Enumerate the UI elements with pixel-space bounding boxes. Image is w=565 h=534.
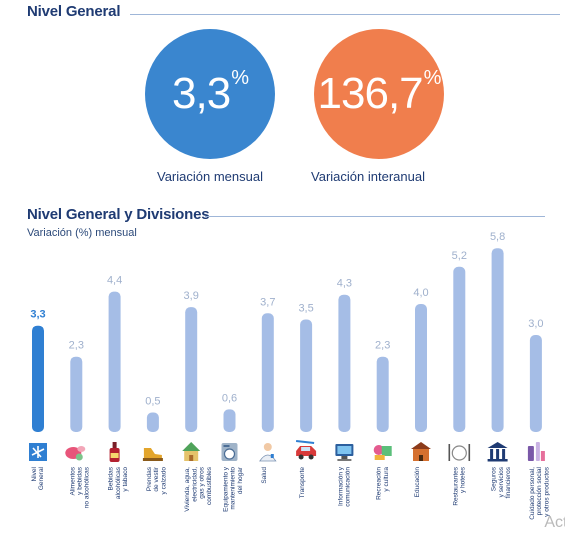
school-icon [411,442,431,461]
cosmetics-icon [527,442,545,461]
section-title-nivel-general: Nivel General [27,3,121,20]
value-label-9: 2,3 [375,340,390,352]
shoe-icon [142,448,163,461]
section-divider [205,216,545,217]
category-label-9: Recreacióny cultura [376,467,390,500]
bar-12 [491,248,504,432]
category-label-10: Educación [414,467,421,498]
value-label-0: 3,3 [30,309,45,321]
chart-subtitle: Variación (%) mensual [27,227,137,239]
bank-icon [487,442,508,462]
annual-variation-circle: 136,7% [314,29,444,159]
watermark-text: Acti [544,514,565,531]
section-divider [130,14,560,15]
category-label-11: Restaurantesy hoteles [452,466,466,505]
category-label-2: Bebidasalcohólicasy tabaco [108,466,129,499]
bar-4 [185,307,198,432]
section-title-divisiones: Nivel General y Divisiones [27,206,210,223]
food-icon [65,446,86,461]
house-icon [182,442,201,461]
bar-0 [32,325,44,432]
value-label-8: 4,3 [337,278,352,290]
category-label-0: NivelGeneral [31,466,45,490]
value-label-5: 0,6 [222,392,237,404]
bar-1 [70,356,83,432]
bar-5 [223,409,236,432]
category-label-1: Alimentosy bebidasno alcohólicas [69,466,90,508]
washing-machine-icon [221,443,238,461]
category-label-8: Información ycomunicación [337,466,351,506]
value-label-7: 3,5 [298,303,313,315]
category-label-6: Salud [261,467,268,484]
value-label-13: 3,0 [528,318,543,330]
category-label-3: Prendasde vestiry calzado [146,466,167,494]
annual-variation-caption: Variación interanual [311,169,425,184]
mosquito-icon [29,443,47,461]
category-label-4: Vivienda, agua,electricidad,gas y otrosc… [184,466,213,511]
bar-6 [261,313,274,432]
computer-icon [335,444,354,461]
annual-variation-value: 136,7% [317,67,442,118]
bottle-icon [109,442,120,462]
doctor-icon [259,443,277,462]
value-label-10: 4,0 [413,287,428,299]
bar-9 [376,356,389,432]
value-label-2: 4,4 [107,275,122,287]
monthly-variation-circle: 3,3% [145,29,275,159]
bar-13 [529,335,542,432]
value-label-3: 0,5 [145,396,160,408]
bar-8 [338,294,351,432]
value-label-4: 3,9 [184,290,199,302]
value-label-6: 3,7 [260,296,275,308]
bar-11 [453,266,466,432]
bar-2 [108,291,121,432]
restaurant-icon [448,444,471,461]
bar-3 [146,412,159,432]
value-label-11: 5,2 [452,250,467,262]
monthly-variation-value: 3,3% [172,67,249,118]
bar-10 [415,304,427,432]
car-icon [295,440,317,460]
value-label-12: 5,8 [490,231,505,243]
value-label-1: 2,3 [69,340,84,352]
games-icon [373,445,392,460]
bar-7 [300,319,313,432]
category-label-13: Cuidado personal,protección socialy otro… [529,466,550,520]
category-label-12: Segurosy serviciosfinancieros [491,466,512,498]
category-label-5: Equipamiento ymantenimientodel hogar [223,466,244,512]
monthly-variation-caption: Variación mensual [157,169,263,184]
category-label-7: Transporte [299,467,306,499]
